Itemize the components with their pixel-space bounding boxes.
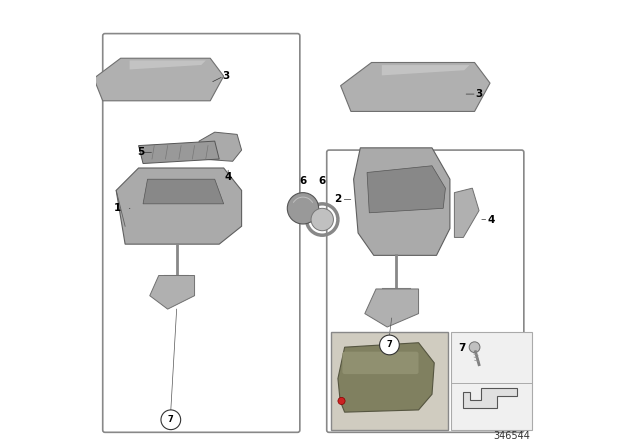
Polygon shape (340, 62, 490, 112)
Polygon shape (454, 188, 479, 237)
Polygon shape (130, 60, 206, 69)
Circle shape (161, 410, 180, 430)
Polygon shape (94, 58, 224, 101)
Polygon shape (199, 132, 241, 161)
Text: 4: 4 (225, 172, 232, 182)
Text: 3: 3 (222, 71, 230, 81)
Circle shape (338, 397, 345, 405)
Polygon shape (463, 388, 517, 408)
Text: 7: 7 (458, 343, 465, 353)
Circle shape (380, 335, 399, 355)
Text: 6: 6 (300, 177, 307, 186)
Polygon shape (365, 289, 419, 327)
Text: 2: 2 (334, 194, 342, 204)
Polygon shape (143, 179, 224, 204)
Text: 7: 7 (168, 415, 173, 424)
Text: 5: 5 (137, 147, 145, 157)
Polygon shape (353, 148, 450, 255)
Text: 3: 3 (476, 89, 483, 99)
Polygon shape (382, 65, 469, 75)
Polygon shape (150, 276, 195, 309)
Text: 346544: 346544 (493, 431, 531, 441)
Bar (332, 332, 448, 430)
Circle shape (469, 342, 480, 353)
Polygon shape (116, 168, 242, 244)
Polygon shape (338, 343, 435, 412)
Polygon shape (367, 166, 445, 213)
Text: 7: 7 (387, 340, 392, 349)
FancyBboxPatch shape (342, 352, 419, 374)
Text: 1: 1 (114, 203, 121, 213)
Text: 4: 4 (488, 215, 495, 224)
Circle shape (311, 208, 333, 231)
Text: 6: 6 (319, 177, 326, 186)
Bar (451, 332, 532, 430)
Bar (332, 332, 448, 430)
Circle shape (287, 193, 319, 224)
Polygon shape (139, 141, 220, 164)
